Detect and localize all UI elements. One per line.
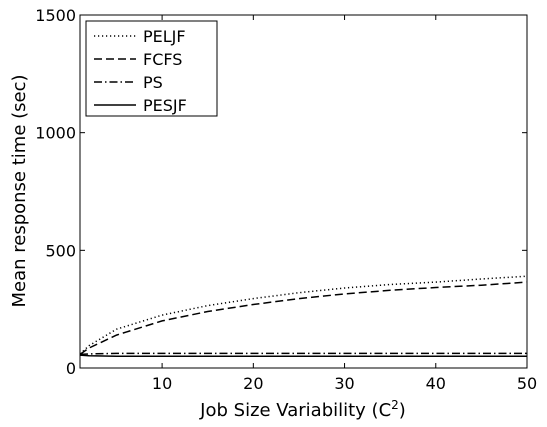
x-tick-label: 20 <box>243 374 263 393</box>
series-line-pesjf <box>79 354 527 357</box>
y-tick-label: 1500 <box>35 6 76 25</box>
y-tick-label: 0 <box>66 359 76 378</box>
legend-label-ps: PS <box>143 73 163 92</box>
legend-label-pesjf: PESJF <box>143 96 187 115</box>
series-line-peljf <box>79 275 528 355</box>
legend-box <box>85 20 218 117</box>
y-tick-label: 1000 <box>35 124 76 143</box>
plot-frame <box>79 14 528 369</box>
legend: PELJF FCFS PS PESJF <box>85 20 218 117</box>
series-line-ps <box>79 352 527 356</box>
legend-label-peljf: PELJF <box>143 27 186 46</box>
y-axis-label: Mean response time (sec) <box>9 74 30 307</box>
series-lines <box>79 275 528 357</box>
x-tick-label: 50 <box>517 374 537 393</box>
x-tick-label: 40 <box>426 374 446 393</box>
x-tick-label: 30 <box>334 374 354 393</box>
y-tick-label: 500 <box>45 241 76 260</box>
x-tick-label: 10 <box>152 374 172 393</box>
series-line-fcfs <box>79 281 528 356</box>
x-axis-label: Job Size Variability (C2) <box>199 398 406 421</box>
legend-label-fcfs: FCFS <box>143 50 182 69</box>
